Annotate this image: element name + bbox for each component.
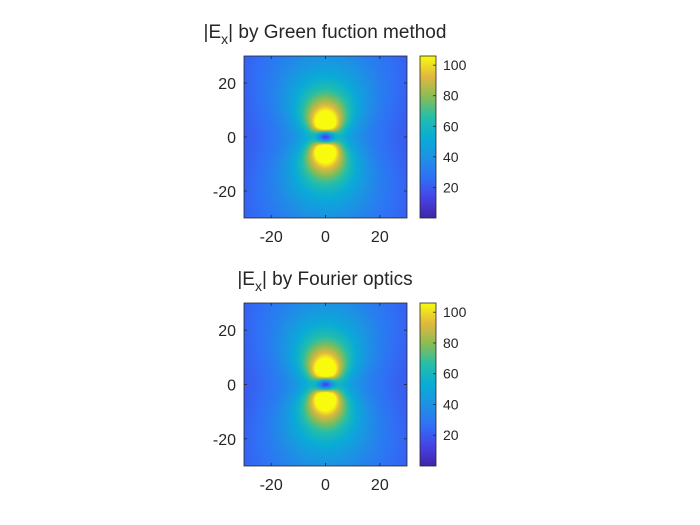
x-tick-label: 0 (321, 229, 330, 246)
panel-bottom: |Ex| by Fourier optics -20 0 20 20 0 -20 100 8… (213, 269, 467, 494)
axis-ticks-bottom: -20 0 20 20 0 -20 (213, 303, 407, 494)
x-tick-label: -20 (260, 477, 283, 494)
colorbar-tick-label: 80 (443, 88, 459, 104)
title-prefix: |E (204, 22, 222, 43)
x-tick-label: 20 (371, 229, 389, 246)
y-tick-label: 20 (218, 76, 236, 93)
y-tick-label: -20 (213, 184, 236, 201)
y-tick-label: 0 (227, 378, 236, 395)
title-suffix: | by Fourier optics (262, 269, 413, 290)
x-tick-label: -20 (260, 229, 283, 246)
colorbar-tick-label: 40 (443, 149, 459, 165)
colorbar-tick-label: 40 (443, 396, 459, 412)
colorbar-tick-label: 100 (443, 304, 467, 320)
y-tick-label: -20 (213, 432, 236, 449)
title-subscript: x (255, 278, 262, 294)
colorbar-tick-label: 80 (443, 335, 459, 351)
colorbar-ticks-top: 100 80 60 40 20 (433, 57, 467, 195)
heatmap-image-top (244, 56, 407, 218)
colorbar-bottom (419, 302, 437, 467)
chart-title-top: |Ex| by Green fuction method (204, 22, 447, 47)
colorbar-top (419, 55, 437, 219)
y-tick-label: 20 (218, 323, 236, 340)
chart-title-bottom: |Ex| by Fourier optics (237, 269, 412, 294)
colorbar-tick-label: 20 (443, 179, 459, 195)
colorbar-tick-label: 20 (443, 427, 459, 443)
panel-top: |Ex| by Green fuction method -20 0 20200-2… (204, 22, 467, 246)
axis-ticks-top: -20 0 20 20 0 -20 (213, 56, 407, 246)
x-tick-label: 0 (321, 477, 330, 494)
colorbar-tick-label: 60 (443, 366, 459, 382)
colorbar-tick-label: 60 (443, 118, 459, 134)
title-prefix: |E (237, 269, 255, 290)
heatmap-image-bottom (244, 303, 407, 466)
x-tick-label: 20 (371, 477, 389, 494)
title-suffix: | by Green fuction method (228, 22, 446, 43)
y-tick-label: 0 (227, 130, 236, 147)
colorbar-ticks-bottom: 100 80 60 40 20 (433, 304, 467, 443)
title-subscript: x (221, 31, 228, 47)
colorbar-tick-label: 100 (443, 57, 467, 73)
